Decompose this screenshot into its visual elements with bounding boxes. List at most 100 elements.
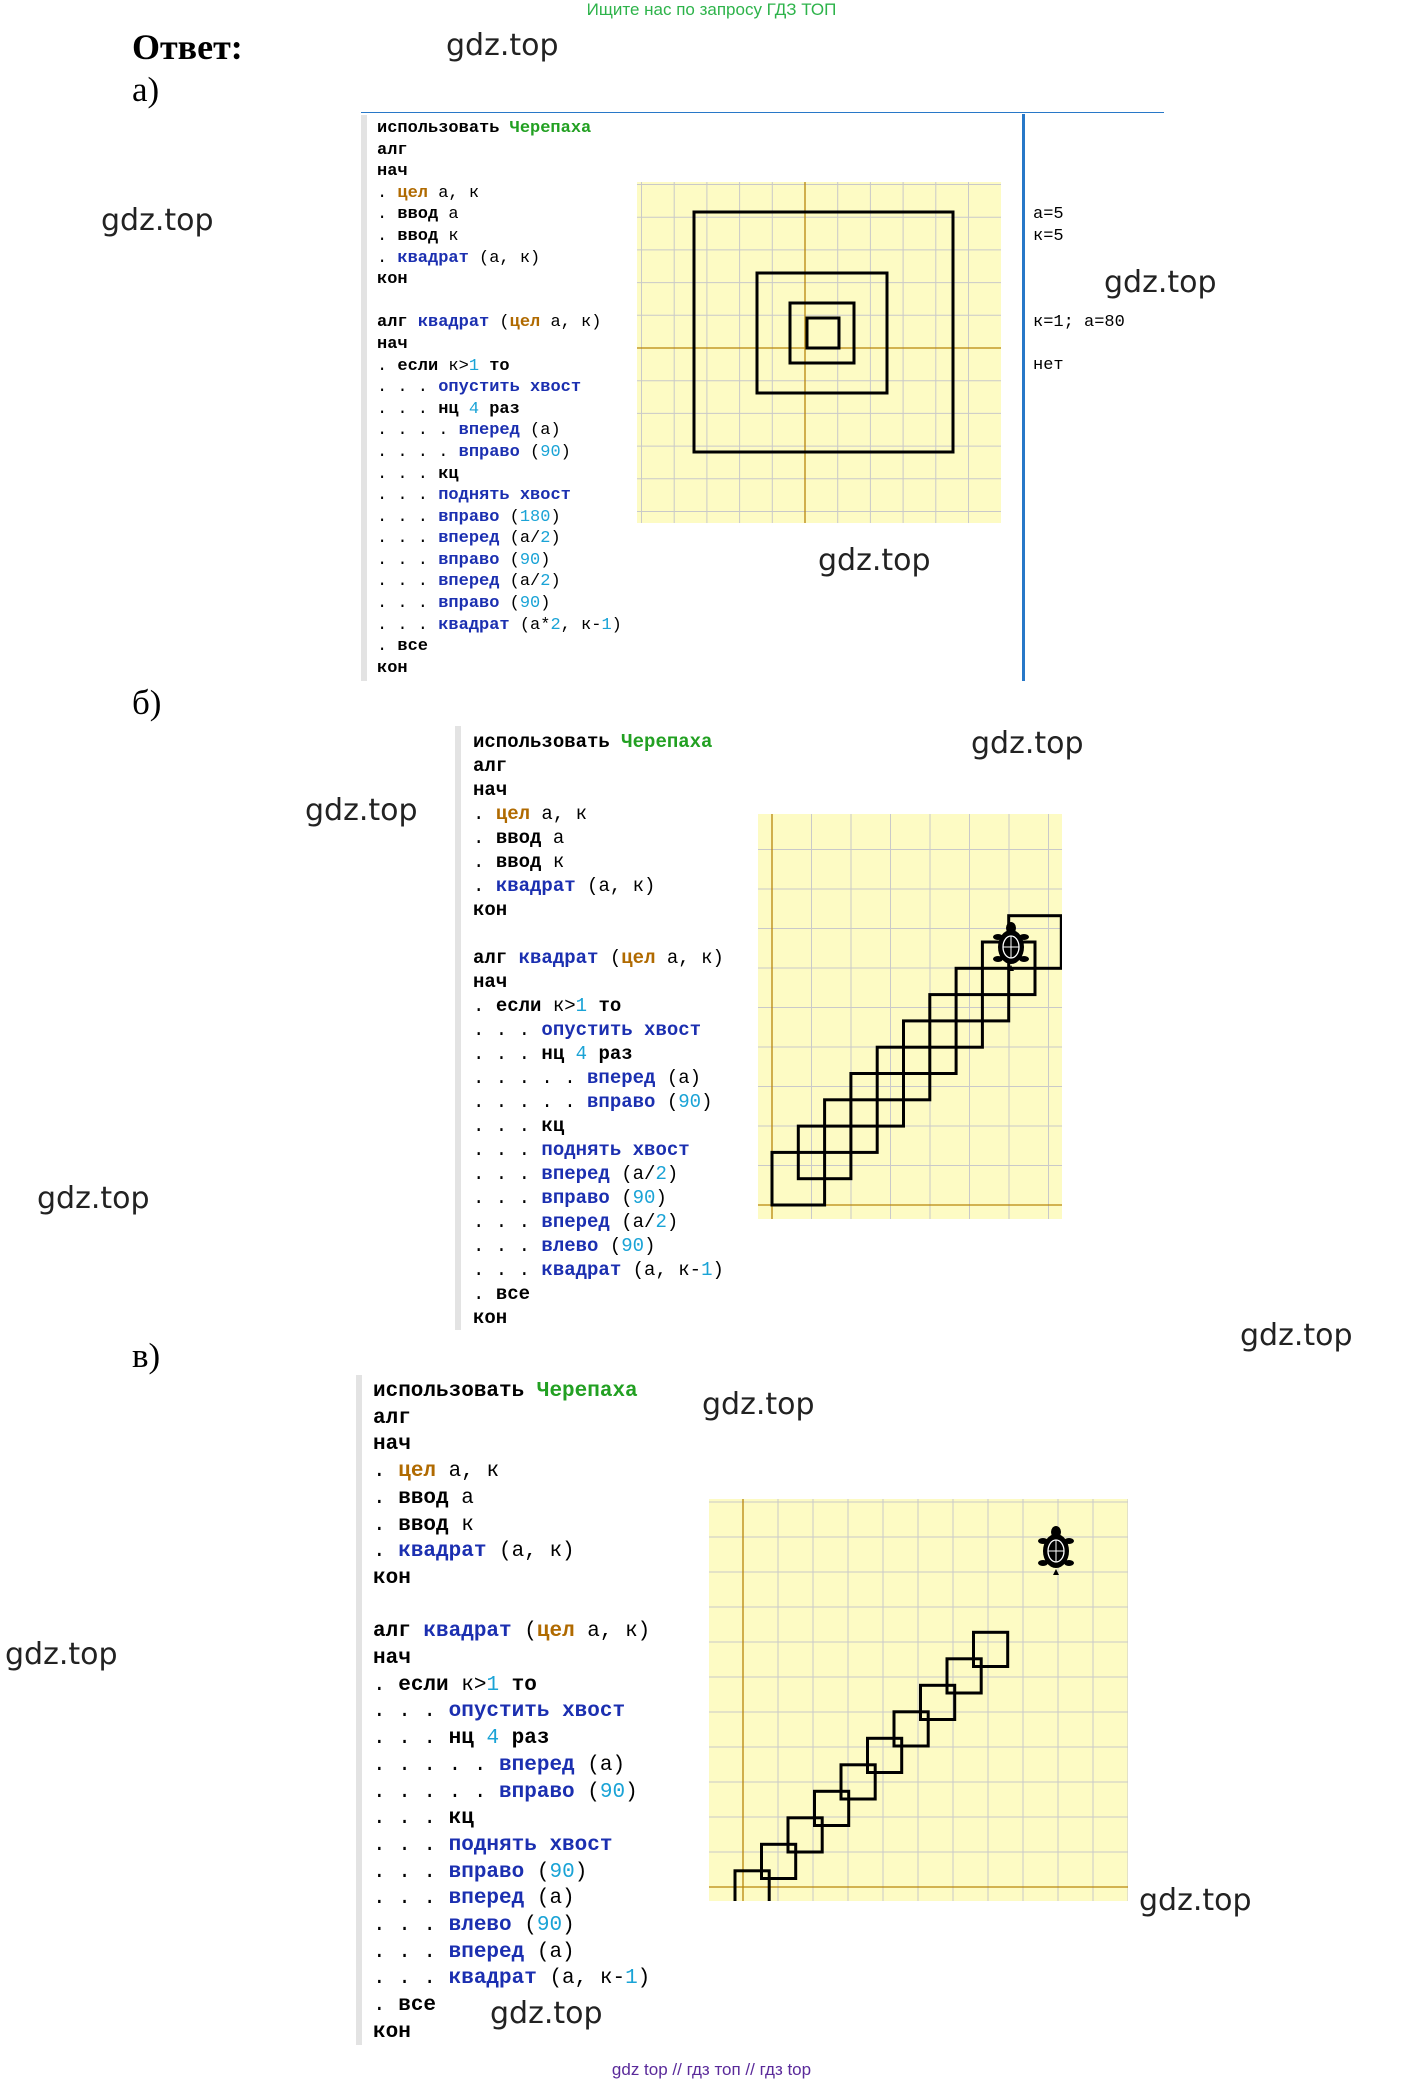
code-line: алг bbox=[473, 755, 508, 777]
output-divider bbox=[1022, 114, 1025, 681]
code-line: . . . вправо (90) bbox=[377, 550, 551, 570]
drawn-square bbox=[866, 1736, 904, 1775]
code-line: . . . вперед (a/2) bbox=[377, 529, 561, 549]
turtle-canvas-c bbox=[709, 1499, 1128, 1901]
output-line bbox=[1033, 269, 1125, 291]
square-large bbox=[755, 271, 889, 395]
code-line: . квадрат (a, к) bbox=[377, 248, 541, 268]
output-line bbox=[1033, 290, 1125, 312]
program-b-code: использовать Черепаха алг нач. цел a, к. в… bbox=[473, 730, 724, 1330]
code-line: . . . влево (90) bbox=[473, 1235, 656, 1257]
drawn-square bbox=[760, 1842, 798, 1880]
code-line: . ввод к bbox=[377, 226, 459, 246]
code-line: . . . вперед (a/2) bbox=[377, 572, 561, 592]
code-line: нач bbox=[373, 1433, 411, 1457]
code-line: . . . кц bbox=[473, 1115, 565, 1137]
code-line: использовать Черепаха bbox=[473, 731, 713, 753]
code-margin-bar bbox=[356, 1375, 362, 2045]
window-top-border bbox=[361, 112, 1164, 113]
code-line: . цел a, к bbox=[377, 183, 480, 203]
drawn-square bbox=[813, 1789, 851, 1827]
code-line: алг квадрат (цел a, к) bbox=[373, 1620, 651, 1644]
code-line: использовать Черепаха bbox=[373, 1380, 638, 1403]
watermark: gdz.top bbox=[971, 726, 1084, 761]
code-line: . . . . вперед (a) bbox=[377, 421, 561, 441]
code-line: нач bbox=[473, 779, 508, 801]
code-line: . все bbox=[473, 1283, 531, 1305]
code-line: . . . кц bbox=[373, 1807, 474, 1831]
code-line: алг bbox=[373, 1406, 411, 1430]
code-line bbox=[473, 922, 724, 946]
footer-links: gdz top // гдз топ // гдз top bbox=[611, 2060, 812, 2079]
square-medium bbox=[788, 301, 856, 365]
code-line: . . . . . вперед (a) bbox=[473, 1067, 702, 1089]
code-line: . ввод a bbox=[373, 1486, 474, 1510]
code-line: алг квадрат (цел a, к) bbox=[377, 313, 602, 333]
code-line: кон bbox=[473, 1307, 508, 1329]
watermark: gdz.top bbox=[1139, 1883, 1252, 1918]
part-b-label: б) bbox=[132, 683, 162, 722]
turtle-canvas-b bbox=[758, 814, 1062, 1219]
code-line: . квадрат (a, к) bbox=[473, 875, 656, 897]
drawn-square bbox=[892, 1710, 930, 1748]
code-line: . цел a, к bbox=[373, 1460, 500, 1484]
code-line: . . . . . вперед (a) bbox=[373, 1753, 626, 1777]
code-line: кон bbox=[373, 2020, 411, 2044]
code-line: . . . вправо (90) bbox=[373, 1860, 588, 1884]
code-line: . ввод к bbox=[373, 1513, 474, 1537]
turtle-icon bbox=[993, 922, 1029, 971]
code-margin-bar bbox=[455, 726, 461, 1330]
code-line: . ввод к bbox=[473, 851, 565, 873]
answer-label: Ответ: bbox=[132, 27, 243, 67]
watermark: gdz.top bbox=[702, 1387, 815, 1422]
code-line: . если к>1 то bbox=[473, 995, 622, 1017]
code-line: алг bbox=[377, 140, 408, 160]
code-line: . . . квадрат (a, к-1) bbox=[373, 1967, 651, 1991]
code-line: . . . вперед (a) bbox=[373, 1940, 575, 1964]
watermark: gdz.top bbox=[1104, 265, 1217, 300]
drawn-square bbox=[733, 1869, 771, 1901]
part-a-label: а) bbox=[132, 70, 160, 109]
code-line: . . . нц 4 раз bbox=[377, 399, 520, 419]
watermark: gdz.top bbox=[305, 793, 418, 828]
output-panel-a: a=5 к=5 к=1; a=80 нет bbox=[1033, 204, 1125, 377]
code-line: нач bbox=[377, 162, 408, 182]
program-a-code: использовать Черепаха алг нач. цел a, к. в… bbox=[377, 118, 622, 679]
drawn-square bbox=[945, 1657, 983, 1695]
code-line bbox=[373, 1593, 650, 1620]
code-line: кон bbox=[473, 899, 508, 921]
code-line: . . . квадрат (a, к-1) bbox=[473, 1259, 724, 1281]
code-line: . ввод a bbox=[473, 827, 565, 849]
watermark: gdz.top bbox=[101, 203, 214, 238]
code-line: . . . поднять хвост bbox=[373, 1833, 613, 1857]
output-line: к=1; a=80 bbox=[1033, 312, 1125, 332]
code-line: алг квадрат (цел a, к) bbox=[473, 947, 724, 969]
code-line: нач bbox=[373, 1647, 411, 1671]
turtle-canvas-a bbox=[637, 182, 1001, 523]
output-line: к=5 bbox=[1033, 226, 1064, 246]
code-line: . если к>1 то bbox=[373, 1673, 537, 1697]
square-outer bbox=[692, 210, 955, 454]
code-line: . . . нц 4 раз bbox=[473, 1043, 633, 1065]
code-line: . если к>1 то bbox=[377, 356, 510, 376]
code-line: . . . . . вправо (90) bbox=[473, 1091, 713, 1113]
code-line: . все bbox=[373, 1994, 437, 2018]
code-line: . квадрат (a, к) bbox=[373, 1540, 575, 1564]
watermark: gdz.top bbox=[5, 1637, 118, 1672]
code-line: использовать Черепаха bbox=[377, 119, 592, 138]
code-line: . . . вперед (a/2) bbox=[473, 1211, 679, 1233]
code-line: нач bbox=[377, 334, 408, 354]
output-line bbox=[1033, 247, 1125, 269]
drawn-square bbox=[919, 1683, 957, 1722]
code-line: кон bbox=[377, 658, 408, 678]
watermark: gdz.top bbox=[37, 1181, 150, 1216]
code-line: . . . влево (90) bbox=[373, 1914, 575, 1938]
code-line: кон bbox=[377, 270, 408, 290]
output-line: нет bbox=[1033, 356, 1064, 376]
drawn-square bbox=[839, 1763, 877, 1801]
turtle-icon bbox=[1038, 1526, 1074, 1575]
part-c-label: в) bbox=[132, 1336, 161, 1375]
code-line: . . . опустить хвост bbox=[473, 1019, 702, 1041]
code-line: . . . вправо (90) bbox=[473, 1187, 667, 1209]
code-line: . . . вправо (180) bbox=[377, 507, 561, 527]
